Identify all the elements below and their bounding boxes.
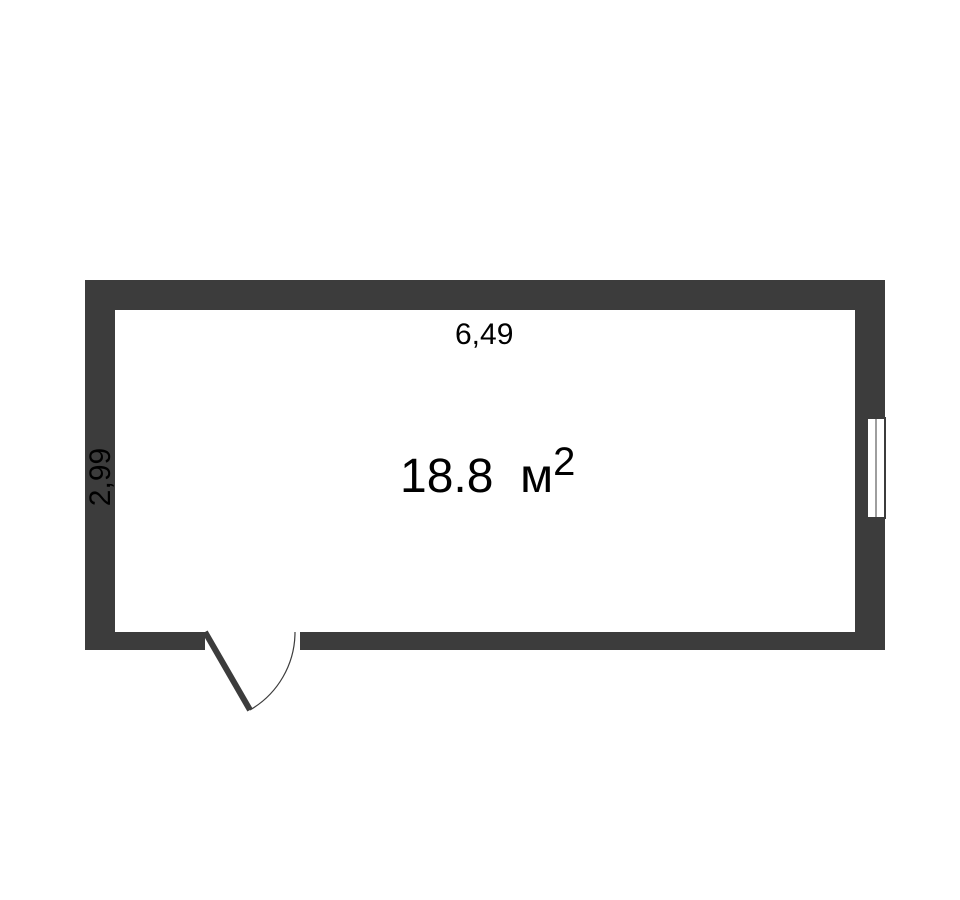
room-area-unit-sup: 2 (553, 440, 575, 484)
room-area-label: 18.8 м2 (400, 440, 575, 504)
dimension-width-label: 6,49 (455, 318, 513, 352)
door-swing-arc (250, 632, 295, 710)
floorplan-canvas: 6,49 2,99 18.8 м2 (0, 0, 960, 900)
dimension-height-label: 2,99 (84, 448, 118, 506)
door-leaf (205, 632, 250, 710)
room-area-unit: м (520, 450, 553, 503)
room-area-value: 18.8 (400, 450, 493, 503)
